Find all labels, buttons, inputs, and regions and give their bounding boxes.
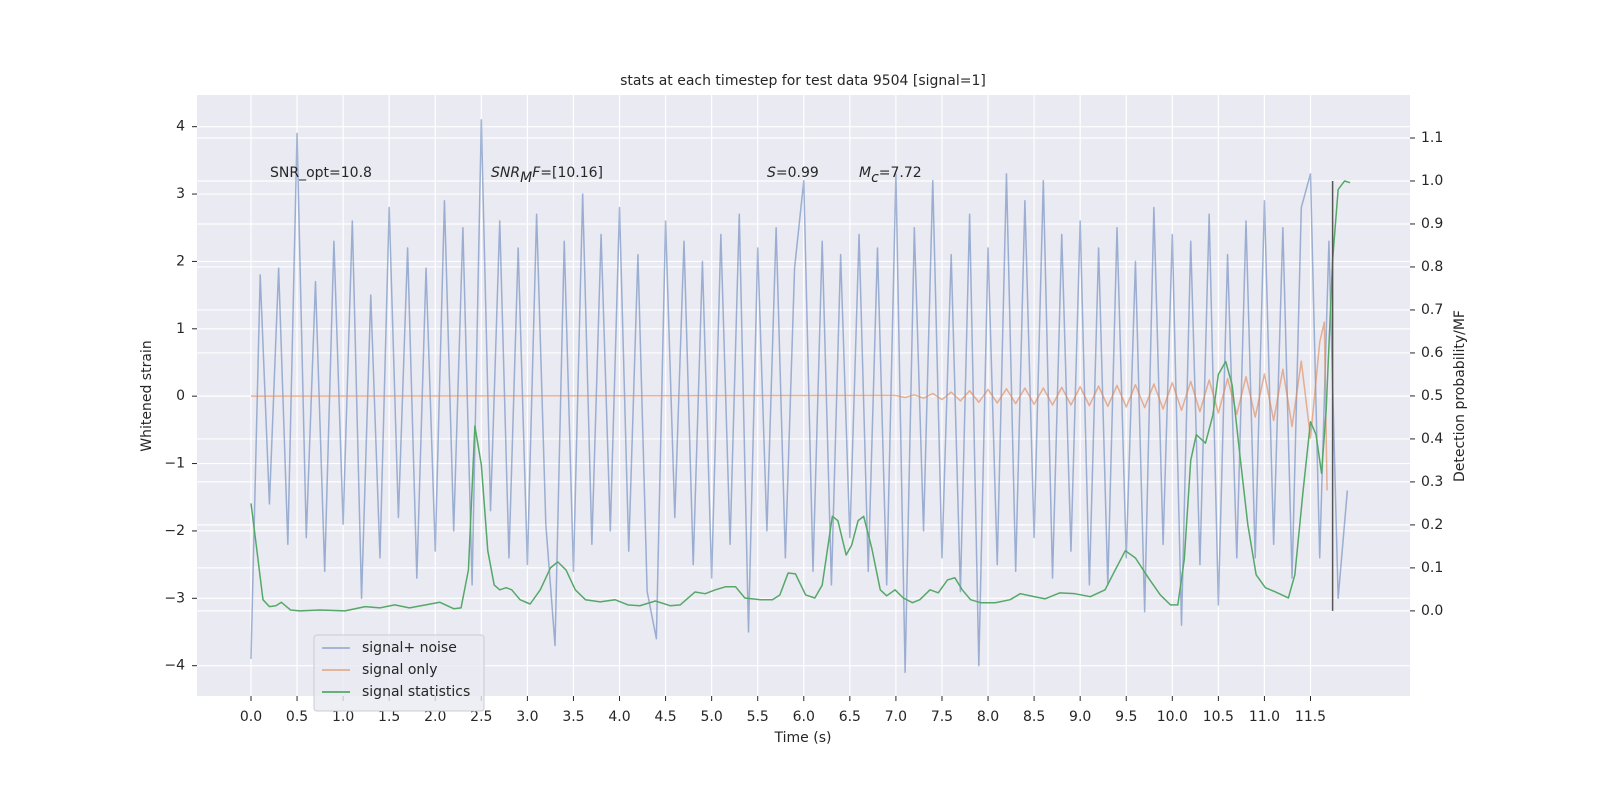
annotation-part: S [767,165,776,181]
annotation-part: SNR [491,165,520,181]
legend-box [313,634,485,712]
x-tick-label: 11.5 [1295,709,1326,725]
annotation-part: =[10.16] [540,165,603,181]
legend-label: signal only [362,662,437,678]
y2-tick-label: 0.0 [1421,603,1443,619]
x-tick-label: 6.5 [839,709,861,725]
x-tick-label: 5.5 [747,709,769,725]
y2-tick-label: 0.6 [1421,345,1443,361]
series-line [250,180,1351,612]
annotation-part: =7.72 [879,165,922,181]
y-axis-label: Whitened strain [139,340,155,451]
x-tick-label: 10.0 [1157,709,1188,725]
y-tick-label: 3 [176,186,185,202]
y2-tick-label: 0.3 [1421,474,1443,490]
y-tick-label: −4 [164,658,185,674]
annotation-part: c [871,170,879,186]
x-tick-label: 5.0 [701,709,723,725]
x-tick-label: 8.5 [1023,709,1045,725]
y2-axis-label: Detection probability/MF [1452,310,1468,482]
x-tick-label: 7.5 [931,709,953,725]
y2-tick-label: 1.0 [1421,173,1443,189]
y2-tick-label: 0.1 [1421,560,1443,576]
y-tick-label: −3 [164,590,185,606]
annotation-part: SNR_opt=10.8 [270,165,372,181]
x-tick-label: 0.5 [286,709,308,725]
y-tick-label: 0 [176,388,185,404]
y2-tick-label: 1.1 [1421,130,1443,146]
annotation-part: M [859,165,871,181]
series-line [250,321,1328,491]
x-tick-label: 8.0 [977,709,999,725]
annotation: Mc=7.72 [859,165,922,186]
legend-label: signal+ noise [362,640,457,656]
x-tick-label: 1.5 [378,709,400,725]
annotation-part: F [532,165,541,181]
x-tick-label: 4.0 [608,709,630,725]
annotation-part: =0.99 [776,165,819,181]
y2-tick-label: 0.7 [1421,302,1443,318]
y-tick-label: −2 [164,523,185,539]
annotation: SNRMF=[10.16] [491,165,603,186]
x-tick-label: 3.0 [516,709,538,725]
x-tick-label: 9.5 [1115,709,1137,725]
x-tick-label: 7.0 [885,709,907,725]
x-axis-label: Time (s) [774,730,832,746]
x-tick-label: 9.0 [1069,709,1091,725]
legend-label: signal statistics [362,684,470,700]
x-tick-label: 3.5 [562,709,584,725]
y2-tick-label: 0.8 [1421,259,1443,275]
series-line [250,119,1349,674]
annotation: SNR_opt=10.8 [270,165,372,181]
x-tick-label: 2.0 [424,709,446,725]
y-tick-label: 2 [176,253,185,269]
chart-title: stats at each timestep for test data 950… [620,73,986,89]
y2-tick-label: 0.5 [1421,388,1443,404]
y-tick-label: −1 [164,456,185,472]
x-tick-label: 10.5 [1203,709,1234,725]
annotation: S=0.99 [767,165,819,181]
x-tick-label: 4.5 [654,709,676,725]
y-tick-label: 1 [176,321,185,337]
x-tick-label: 11.0 [1249,709,1280,725]
x-tick-label: 2.5 [470,709,492,725]
y2-tick-label: 0.9 [1421,216,1443,232]
annotation-part: M [520,170,532,186]
x-tick-label: 6.0 [793,709,815,725]
x-tick-label: 0.0 [240,709,262,725]
y2-tick-label: 0.2 [1421,517,1443,533]
y-tick-label: 4 [176,119,185,135]
x-tick-label: 1.0 [332,709,354,725]
y2-tick-label: 0.4 [1421,431,1443,447]
